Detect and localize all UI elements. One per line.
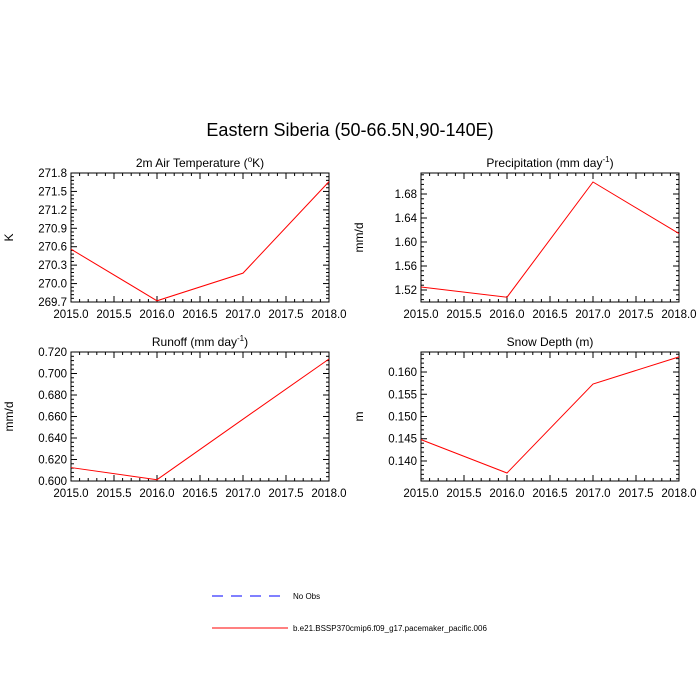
x-tick-label: 2016.5 — [182, 488, 217, 500]
x-tick-label: 2016.5 — [182, 309, 217, 321]
plot-frame — [420, 172, 680, 303]
x-tick-label: 2017.5 — [618, 488, 653, 500]
legend-label-model: b.e21.BSSP370cmip6.f09_g17.pacemaker_pac… — [293, 624, 487, 633]
plot-frame — [70, 172, 330, 303]
x-tick-label: 2018.0 — [661, 488, 696, 500]
x-tick-label: 2016.5 — [532, 488, 567, 500]
panel-title: Runoff (mm day-1) — [152, 334, 248, 349]
y-tick-label: 1.52 — [395, 285, 417, 297]
panel-title: Snow Depth (m) — [507, 335, 594, 349]
panel-2: Precipitation (mm day-1) mm/d 2015.0 2015.5… — [352, 155, 697, 321]
x-tick-label: 2016.0 — [139, 309, 174, 321]
y-tick-label: 271.2 — [38, 205, 67, 217]
series-line-model — [70, 358, 330, 481]
x-tick-label: 2016.0 — [139, 488, 174, 500]
legend-label-obs: No Obs — [293, 592, 320, 601]
x-tick-label: 2016.0 — [489, 488, 524, 500]
panel-title: 2m Air Temperature (oK) — [136, 155, 264, 170]
panel-4: Snow Depth (m) m 2015.0 2015.5 2016.0 2016.5 2… — [352, 335, 697, 500]
panels: 2m Air Temperature (oK) K 2015.0 2015.5 2016… — [2, 155, 697, 500]
x-tick-label: 2016.5 — [532, 309, 567, 321]
y-tick-label: 270.6 — [38, 242, 67, 254]
x-tick-label: 2017.5 — [618, 309, 653, 321]
y-tick-label: 269.7 — [38, 297, 67, 309]
y-tick-label: 270.3 — [38, 260, 67, 272]
y-tick-label: 1.64 — [395, 213, 418, 225]
series-line-model — [420, 181, 680, 298]
y-tick-label: 1.56 — [395, 261, 417, 273]
y-tick-label: 1.68 — [395, 189, 417, 201]
y-axis-label: mm/d — [2, 402, 16, 432]
y-tick-label: 271.5 — [38, 186, 67, 198]
plot-frame — [420, 351, 680, 482]
x-tick-label: 2015.5 — [96, 309, 131, 321]
x-tick-label: 2017.0 — [575, 488, 610, 500]
x-tick-label: 2015.0 — [53, 488, 88, 500]
y-tick-label: 271.8 — [38, 168, 67, 180]
x-tick-label: 2015.5 — [96, 488, 131, 500]
x-tick-label: 2017.5 — [268, 309, 303, 321]
x-tick-label: 2018.0 — [661, 309, 696, 321]
y-tick-label: 270.0 — [38, 279, 67, 291]
plot-frame — [70, 351, 330, 482]
y-axis-label: m — [352, 412, 366, 422]
y-tick-label: 0.145 — [388, 434, 417, 446]
series-line-model — [70, 181, 330, 302]
x-tick-label: 2015.5 — [446, 488, 481, 500]
series-line-model — [420, 356, 680, 474]
x-tick-label: 2018.0 — [311, 309, 346, 321]
panel-title: Precipitation (mm day-1) — [486, 155, 613, 170]
y-tick-label: 0.600 — [38, 476, 67, 488]
x-tick-label: 2017.0 — [225, 488, 260, 500]
y-tick-label: 0.155 — [388, 389, 417, 401]
x-tick-label: 2018.0 — [311, 488, 346, 500]
y-tick-label: 0.140 — [388, 456, 417, 468]
y-tick-label: 0.680 — [38, 390, 67, 402]
y-tick-label: 1.60 — [395, 237, 417, 249]
x-tick-label: 2016.0 — [489, 309, 524, 321]
panel-3: Runoff (mm day-1) mm/d 2015.0 2015.5 2016.0 2… — [2, 334, 347, 500]
y-tick-label: 0.700 — [38, 369, 67, 381]
legend: No Obs b.e21.BSSP370cmip6.f09_g17.pacema… — [212, 592, 487, 633]
y-axis-label: K — [2, 233, 16, 241]
y-tick-label: 0.720 — [38, 347, 67, 359]
x-tick-label: 2017.0 — [575, 309, 610, 321]
y-tick-label: 270.9 — [38, 223, 67, 235]
x-tick-label: 2015.0 — [403, 309, 438, 321]
y-tick-label: 0.640 — [38, 433, 67, 445]
y-tick-label: 0.150 — [388, 412, 417, 424]
y-tick-label: 0.620 — [38, 455, 67, 467]
y-tick-label: 0.160 — [388, 367, 417, 379]
x-tick-label: 2015.0 — [53, 309, 88, 321]
panel-1: 2m Air Temperature (oK) K 2015.0 2015.5 2016… — [2, 155, 347, 321]
y-axis-label: mm/d — [352, 223, 366, 253]
x-tick-label: 2015.0 — [403, 488, 438, 500]
x-tick-label: 2017.5 — [268, 488, 303, 500]
figure-title: Eastern Siberia (50-66.5N,90-140E) — [206, 120, 493, 140]
x-tick-label: 2015.5 — [446, 309, 481, 321]
y-tick-label: 0.660 — [38, 412, 67, 424]
x-tick-label: 2017.0 — [225, 309, 260, 321]
